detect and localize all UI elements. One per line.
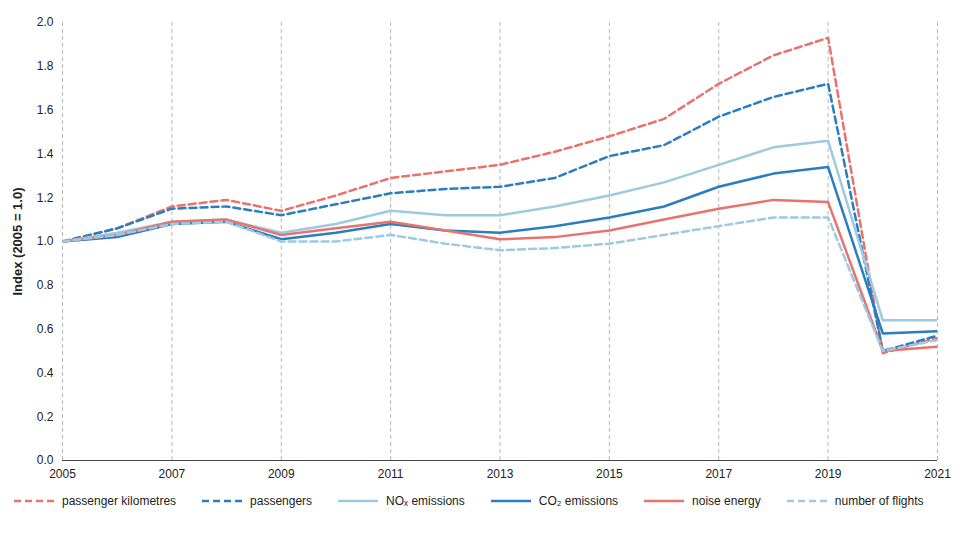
svg-text:2021: 2021 bbox=[924, 467, 951, 481]
svg-text:2017: 2017 bbox=[705, 467, 732, 481]
svg-text:1.8: 1.8 bbox=[37, 59, 54, 73]
svg-text:2.0: 2.0 bbox=[37, 15, 54, 29]
svg-text:2013: 2013 bbox=[487, 467, 514, 481]
svg-text:2019: 2019 bbox=[815, 467, 842, 481]
svg-text:2015: 2015 bbox=[596, 467, 623, 481]
html-text:NOₓ emissions: NOₓ emissions bbox=[386, 494, 465, 508]
html-text:noise energy: noise energy bbox=[692, 494, 761, 508]
svg-text:2005: 2005 bbox=[49, 467, 76, 481]
svg-text:0.4: 0.4 bbox=[37, 366, 54, 380]
svg-text:1.6: 1.6 bbox=[37, 103, 54, 117]
svg-text:0.0: 0.0 bbox=[37, 453, 54, 467]
svg-text:0.8: 0.8 bbox=[37, 278, 54, 292]
html-text:CO₂ emissions: CO₂ emissions bbox=[538, 494, 619, 508]
svg-text:1.0: 1.0 bbox=[37, 234, 54, 248]
html-text:number of flights: number of flights bbox=[834, 494, 924, 508]
svg-text:Index (2005 = 1.0): Index (2005 = 1.0) bbox=[10, 187, 25, 295]
svg-text:0.6: 0.6 bbox=[37, 322, 54, 336]
html-text:passenger kilometres: passenger kilometres bbox=[62, 494, 177, 508]
svg-text:0.2: 0.2 bbox=[37, 410, 54, 424]
svg-text:1.2: 1.2 bbox=[37, 191, 54, 205]
svg-text:2007: 2007 bbox=[159, 467, 186, 481]
html-text:passengers: passengers bbox=[250, 494, 313, 508]
svg-text:1.4: 1.4 bbox=[37, 147, 54, 161]
svg-text:2011: 2011 bbox=[378, 467, 404, 481]
svg-text:2009: 2009 bbox=[268, 467, 295, 481]
